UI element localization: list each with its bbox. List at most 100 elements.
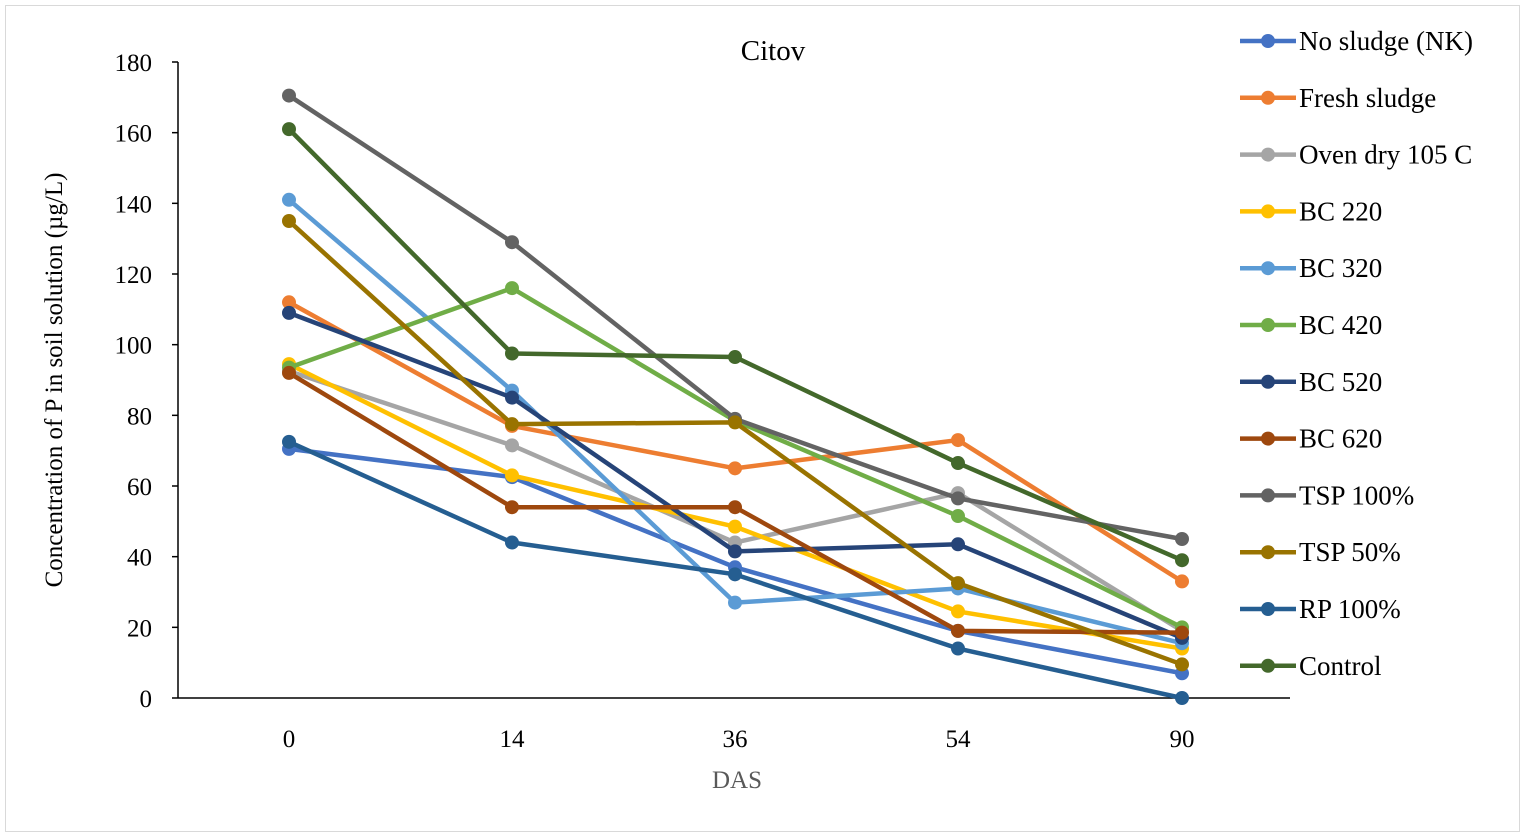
legend-label: BC 420 xyxy=(1299,310,1382,340)
legend-label: Oven dry 105 C xyxy=(1299,140,1472,170)
data-point xyxy=(505,500,519,515)
data-point xyxy=(505,535,519,550)
y-axis-label: Concentration of P in soil solution (µg/… xyxy=(41,173,68,588)
y-tick-label: 160 xyxy=(115,121,153,148)
data-point xyxy=(728,595,742,610)
y-tick-label: 0 xyxy=(140,686,153,713)
legend-item: No sludge (NK) xyxy=(1240,26,1473,56)
legend-item: BC 420 xyxy=(1240,310,1382,340)
legend-item: TSP 100% xyxy=(1240,480,1414,510)
legend-marker xyxy=(1261,34,1275,48)
series-layer xyxy=(282,88,1189,705)
data-point xyxy=(505,346,519,361)
data-point xyxy=(505,390,519,405)
legend-label: TSP 50% xyxy=(1299,537,1401,567)
data-point xyxy=(505,438,519,453)
data-point xyxy=(282,192,296,207)
legend-marker xyxy=(1261,374,1275,389)
data-point xyxy=(1175,532,1189,546)
data-point xyxy=(728,415,742,430)
legend-item: RP 100% xyxy=(1240,594,1401,624)
legend-marker xyxy=(1261,488,1275,503)
series-7 xyxy=(282,365,1189,640)
legend-label: TSP 100% xyxy=(1299,480,1414,510)
legend-label: BC 520 xyxy=(1299,367,1382,397)
data-point xyxy=(728,544,742,559)
x-tick-label: 0 xyxy=(283,726,296,753)
legend-marker xyxy=(1261,147,1275,162)
legend-marker xyxy=(1261,431,1275,446)
y-tick-label: 60 xyxy=(127,474,152,501)
data-point xyxy=(505,281,519,296)
series-11 xyxy=(282,122,1189,568)
data-point xyxy=(282,365,296,380)
data-point xyxy=(728,500,742,515)
data-point xyxy=(505,235,519,250)
series-5 xyxy=(282,281,1189,635)
chart-title: Citov xyxy=(741,35,806,67)
legend-marker xyxy=(1261,318,1275,332)
series-9 xyxy=(282,214,1189,672)
legend-item: TSP 50% xyxy=(1240,537,1401,567)
legend-item: Oven dry 105 C xyxy=(1240,140,1472,170)
legend-label: BC 320 xyxy=(1299,253,1382,283)
y-tick-label: 180 xyxy=(115,50,153,77)
x-tick-label: 54 xyxy=(946,726,972,753)
data-point xyxy=(1175,553,1189,568)
legend-marker xyxy=(1261,90,1275,105)
legend-item: BC 220 xyxy=(1240,196,1382,226)
x-axis-label: DAS xyxy=(712,767,762,794)
legend-label: No sludge (NK) xyxy=(1299,26,1473,56)
x-tick-label: 90 xyxy=(1170,726,1195,753)
legend-marker xyxy=(1261,204,1275,219)
data-point xyxy=(1175,691,1189,705)
legend-label: RP 100% xyxy=(1299,594,1401,624)
data-point xyxy=(505,417,519,432)
data-point xyxy=(282,122,296,137)
data-point xyxy=(282,434,296,449)
y-tick-label: 120 xyxy=(115,262,153,289)
legend-item: BC 620 xyxy=(1240,424,1382,454)
legend-label: BC 620 xyxy=(1299,424,1382,454)
data-point xyxy=(951,641,965,656)
axes: 0 20 40 60 80 100 120 140 160 180 0 14 36 54 90 xyxy=(115,50,1290,753)
data-point xyxy=(951,491,965,506)
data-point xyxy=(951,576,965,591)
y-tick-label: 40 xyxy=(127,545,152,572)
legend-item: Control xyxy=(1240,651,1382,681)
legend-label: Fresh sludge xyxy=(1299,83,1436,113)
data-point xyxy=(951,537,965,552)
data-point xyxy=(951,604,965,619)
legend-item: BC 320 xyxy=(1240,253,1382,283)
data-point xyxy=(951,623,965,638)
legend-item: Fresh sludge xyxy=(1240,83,1436,113)
data-point xyxy=(282,295,296,310)
legend-item: BC 520 xyxy=(1240,367,1382,397)
series-10 xyxy=(282,434,1189,705)
y-tick-label: 20 xyxy=(127,615,152,642)
x-tick-label: 36 xyxy=(723,726,748,753)
series-8 xyxy=(282,88,1189,546)
data-point xyxy=(951,433,965,448)
data-point xyxy=(505,468,519,483)
legend-marker xyxy=(1261,545,1275,560)
x-tick-label: 14 xyxy=(500,726,526,753)
data-point xyxy=(1175,657,1189,672)
data-point xyxy=(1175,574,1189,589)
data-point xyxy=(951,456,965,471)
legend-marker xyxy=(1261,602,1275,616)
data-point xyxy=(728,519,742,534)
data-point xyxy=(282,88,296,103)
legend-label: BC 220 xyxy=(1299,196,1382,226)
data-point xyxy=(282,305,296,320)
data-point xyxy=(1175,625,1189,640)
legend-marker xyxy=(1261,658,1275,673)
data-point xyxy=(728,567,742,582)
data-point xyxy=(728,461,742,476)
data-point xyxy=(951,509,965,524)
data-point xyxy=(728,350,742,365)
legend-marker xyxy=(1261,261,1275,276)
y-tick-label: 80 xyxy=(127,403,152,430)
chart-frame xyxy=(5,5,1520,832)
data-point xyxy=(282,214,296,228)
